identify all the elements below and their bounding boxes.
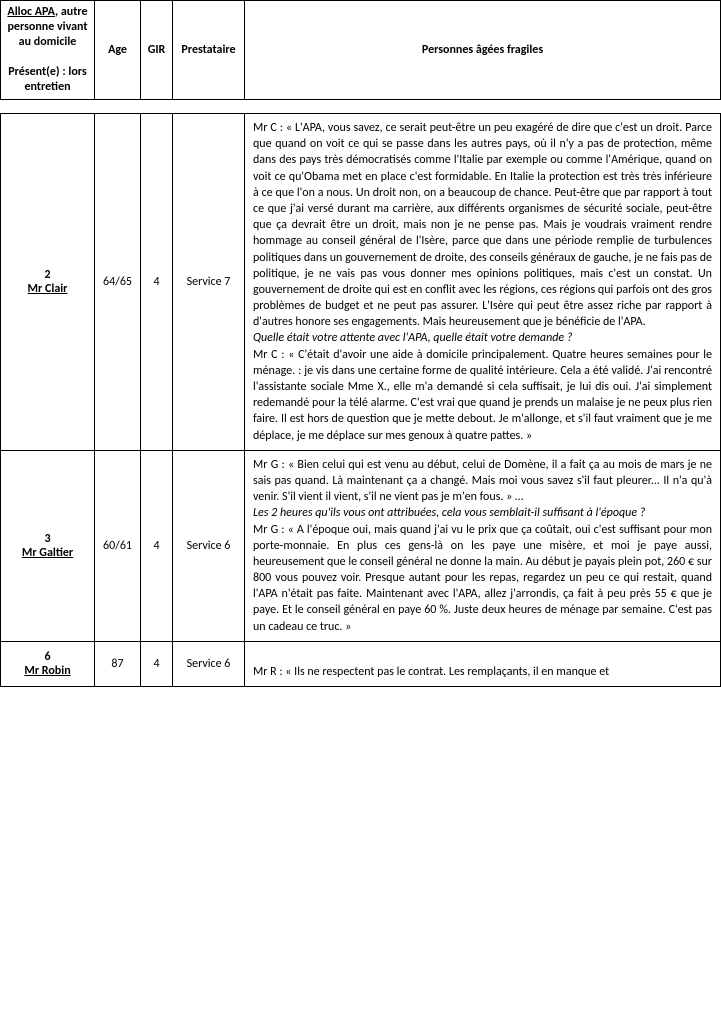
data-table: Alloc APA, autre personne vivant au domi… [0, 0, 721, 687]
row-id-cell: 6 Mr Robin [1, 641, 95, 686]
row-name: Mr Clair [7, 282, 88, 296]
table-row: 2 Mr Clair 64/65 4 Service 7 Mr C : « L'… [1, 114, 721, 451]
header-prestataire: Prestataire [173, 1, 245, 100]
row-gir: 4 [141, 641, 173, 686]
row-num: 2 [7, 268, 88, 282]
header-col-1: Alloc APA, autre personne vivant au domi… [1, 1, 95, 100]
row-prompt-1: Quelle était votre attente avec l'APA, q… [253, 331, 572, 345]
row-prompt-1: Les 2 heures qu'ils vous ont attribuées,… [253, 506, 645, 520]
row-gir: 4 [141, 114, 173, 451]
row-num: 6 [7, 650, 88, 664]
row-age: 60/61 [95, 450, 141, 641]
row-name: Mr Robin [7, 664, 88, 678]
row-text: Mr G : « Bien celui qui est venu au débu… [245, 450, 721, 641]
header-age: Age [95, 1, 141, 100]
header-present: Présent(e) : lors entretien [8, 65, 86, 94]
row-age: 64/65 [95, 114, 141, 451]
row-prestataire: Service 6 [173, 641, 245, 686]
row-text-p1: Mr G : « Bien celui qui est venu au débu… [253, 458, 712, 504]
row-text-p2: Mr C : « C'était d'avoir une aide à domi… [253, 348, 712, 443]
row-text: Mr C : « L'APA, vous savez, ce serait pe… [245, 114, 721, 451]
row-prestataire: Service 7 [173, 114, 245, 451]
spacer-row [1, 100, 721, 114]
table-row: 6 Mr Robin 87 4 Service 6 Mr R : « Ils n… [1, 641, 721, 686]
row-name: Mr Galtier [7, 546, 88, 560]
row-id-cell: 2 Mr Clair [1, 114, 95, 451]
header-paf: Personnes âgées fragiles [245, 1, 721, 100]
row-text: Mr R : « Ils ne respectent pas le contra… [245, 641, 721, 686]
row-text-p1: Mr R : « Ils ne respectent pas le contra… [253, 665, 609, 679]
table-row: 3 Mr Galtier 60/61 4 Service 6 Mr G : « … [1, 450, 721, 641]
row-prestataire: Service 6 [173, 450, 245, 641]
header-gir: GIR [141, 1, 173, 100]
header-row: Alloc APA, autre personne vivant au domi… [1, 1, 721, 100]
row-id-cell: 3 Mr Galtier [1, 450, 95, 641]
row-age: 87 [95, 641, 141, 686]
row-gir: 4 [141, 450, 173, 641]
row-text-p1: Mr C : « L'APA, vous savez, ce serait pe… [253, 121, 712, 329]
header-alloc-apa: Alloc APA [7, 5, 55, 19]
row-num: 3 [7, 532, 88, 546]
row-text-p2: Mr G : « A l'époque oui, mais quand j'ai… [253, 523, 712, 634]
